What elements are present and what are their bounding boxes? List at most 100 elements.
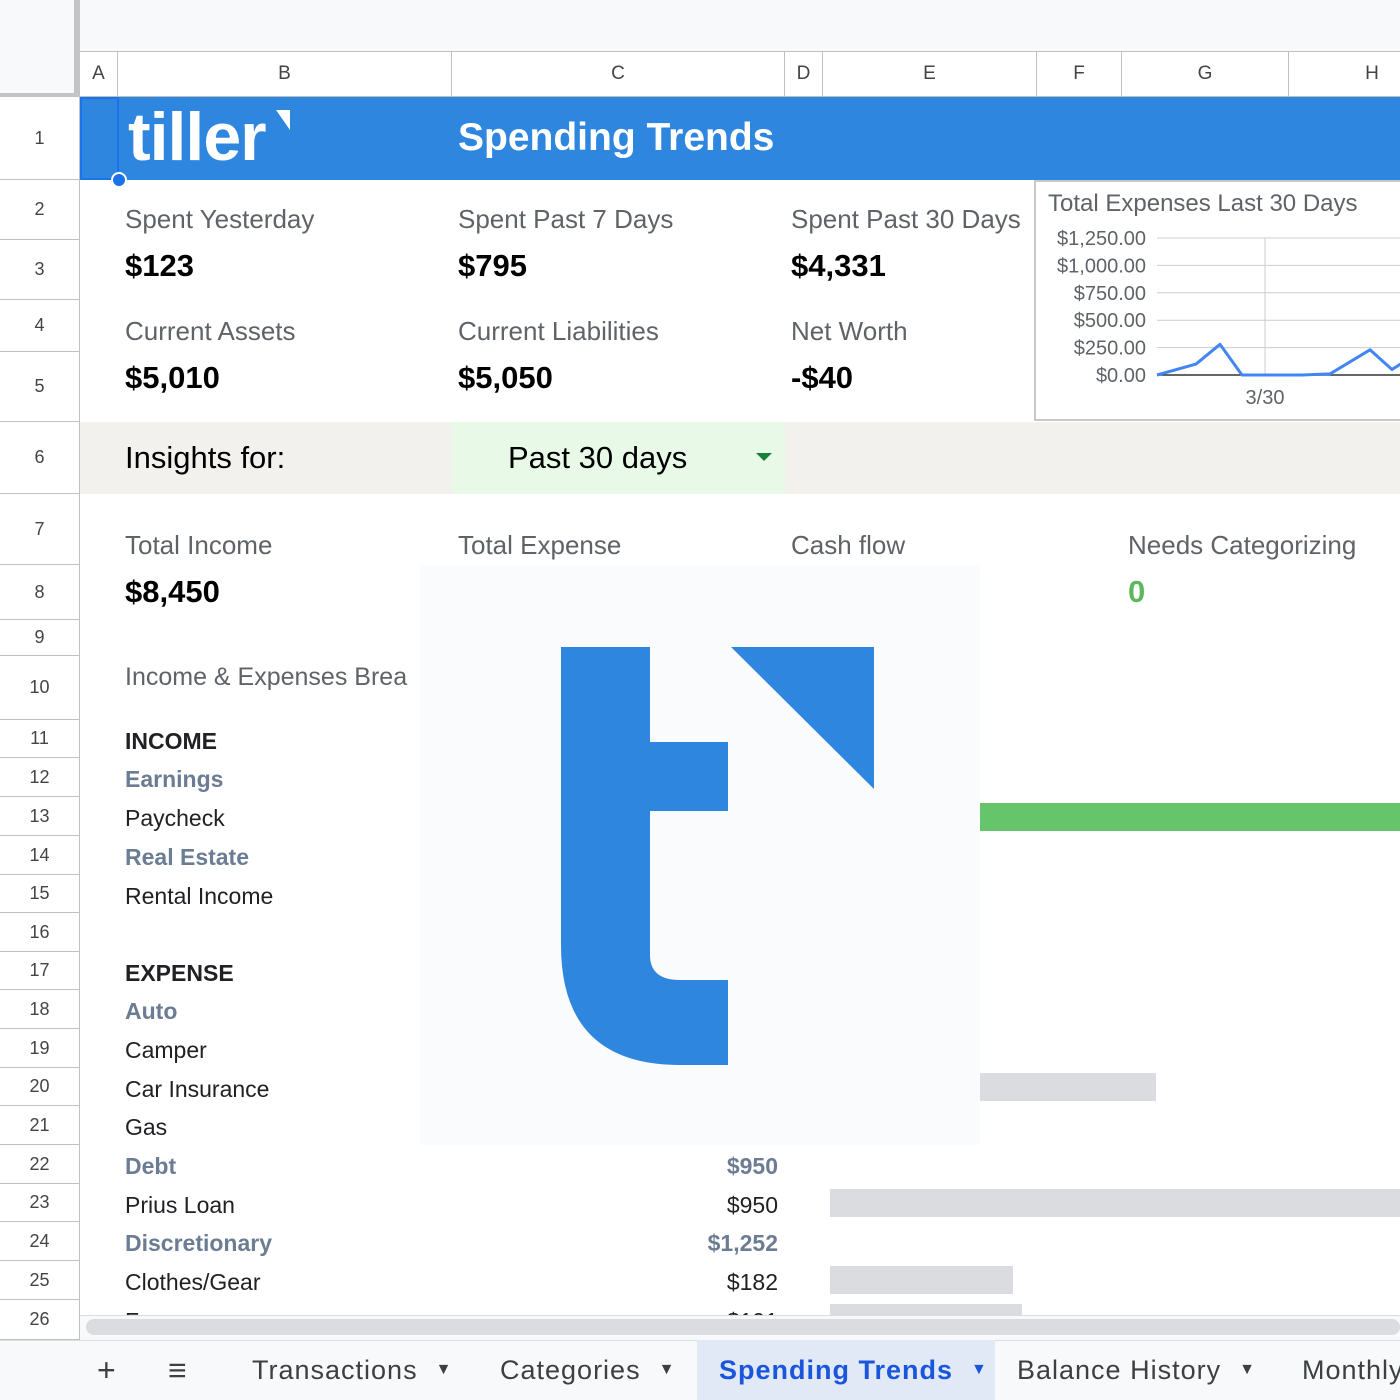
all-sheets-button[interactable]: ≡	[168, 1351, 188, 1388]
category-label: Car Insurance	[125, 1076, 270, 1102]
spent-yesterday-value: $123	[125, 248, 194, 283]
tiller-logo: tiller	[128, 99, 267, 175]
tab-menu-arrow-icon[interactable]: ▼	[971, 1361, 988, 1378]
row-header-4[interactable]: 4	[0, 300, 80, 352]
expense-bar	[830, 1304, 1022, 1315]
row-header-23[interactable]: 23	[0, 1184, 80, 1222]
needs-categorizing-value[interactable]: 0	[1128, 574, 1146, 609]
y-tick-label: $250.00	[1074, 338, 1146, 360]
row-header-5[interactable]: 5	[0, 352, 80, 422]
expense-bar	[830, 1189, 1400, 1217]
row-header-3[interactable]: 3	[0, 240, 80, 300]
row-header-13[interactable]: 13	[0, 797, 80, 836]
sheet-tab-transactions[interactable]: Transactions ▼	[230, 1340, 470, 1400]
y-tick-label: $1,000.00	[1057, 255, 1146, 277]
column-header-d[interactable]: D	[785, 52, 823, 97]
assets-label: Current Assets	[125, 316, 296, 346]
selected-cell[interactable]	[80, 97, 119, 180]
row-header-14[interactable]: 14	[0, 836, 80, 875]
expense-bar	[978, 1073, 1156, 1101]
row-header-8[interactable]: 8	[0, 565, 80, 620]
x-tick-label: 3/30	[1246, 387, 1285, 409]
spent-30-value: $4,331	[791, 248, 886, 283]
group-label: Auto	[125, 998, 178, 1024]
category-label: Paycheck	[125, 805, 225, 831]
period-dropdown[interactable]: Past 30 days	[452, 422, 785, 494]
amount: $182	[726, 1269, 778, 1295]
y-tick-label: $1,250.00	[1057, 228, 1146, 250]
row-header-20[interactable]: 20	[0, 1068, 80, 1106]
spent-yesterday-label: Spent Yesterday	[125, 204, 315, 234]
income-bar	[978, 803, 1400, 831]
y-tick-label: $0.00	[1096, 365, 1146, 387]
column-header-f[interactable]: F	[1037, 52, 1122, 97]
toolbar-area	[0, 0, 1400, 52]
group-label: Debt	[125, 1153, 177, 1179]
tab-label: Balance History	[1017, 1354, 1222, 1385]
row-header-21[interactable]: 21	[0, 1106, 80, 1145]
group-label: Real Estate	[125, 844, 250, 870]
row-header-18[interactable]: 18	[0, 990, 80, 1029]
row-header-24[interactable]: 24	[0, 1222, 80, 1261]
needs-categorizing-label: Needs Categorizing	[1128, 530, 1357, 560]
column-header-h[interactable]: H	[1289, 52, 1400, 97]
net-worth-label: Net Worth	[791, 316, 908, 346]
row-header-10[interactable]: 10	[0, 656, 80, 720]
column-header-b[interactable]: B	[118, 52, 452, 97]
net-worth-value: -$40	[791, 360, 854, 395]
period-value: Past 30 days	[508, 440, 688, 475]
row-header-26[interactable]: 26	[0, 1300, 80, 1340]
category-label: Camper	[125, 1037, 207, 1063]
column-header-c[interactable]: C	[452, 52, 785, 97]
row-header-22[interactable]: 22	[0, 1145, 80, 1184]
add-sheet-button[interactable]: +	[97, 1351, 117, 1388]
sheet-tab-balance-history[interactable]: Balance History ▼	[995, 1340, 1280, 1400]
select-all-corner[interactable]	[0, 0, 80, 97]
selection-handle[interactable]	[111, 172, 127, 188]
amount: $950	[726, 1153, 778, 1179]
sheet-tab-spending-trends[interactable]: Spending Trends ▼	[697, 1340, 995, 1400]
column-header-a[interactable]: A	[80, 52, 118, 97]
sheet-tab-monthly[interactable]: Monthly	[1280, 1340, 1400, 1400]
insights-label: Insights for:	[125, 440, 286, 475]
horizontal-scrollbar[interactable]	[86, 1319, 1400, 1335]
group-label: Earnings	[125, 766, 224, 792]
row-header-6[interactable]: 6	[0, 422, 80, 494]
y-tick-label: $750.00	[1074, 283, 1146, 305]
row-header-9[interactable]: 9	[0, 620, 80, 656]
tab-menu-arrow-icon[interactable]: ▼	[435, 1361, 453, 1378]
row-header-11[interactable]: 11	[0, 720, 80, 758]
category-label: Rental Income	[125, 883, 274, 909]
tab-label: Transactions	[252, 1354, 418, 1385]
liabilities-value: $5,050	[458, 360, 553, 395]
tiller-t-logo-icon	[561, 647, 874, 1065]
row-header-15[interactable]: 15	[0, 875, 80, 913]
tab-menu-arrow-icon[interactable]: ▼	[1239, 1361, 1256, 1378]
assets-value: $5,010	[125, 360, 220, 395]
column-header-g[interactable]: G	[1122, 52, 1289, 97]
category-label: Prius Loan	[125, 1192, 235, 1218]
tab-menu-arrow-icon[interactable]: ▼	[658, 1361, 676, 1378]
row-header-1[interactable]: 1	[0, 97, 80, 180]
dropdown-arrow-icon	[756, 453, 772, 461]
sheet-tab-categories[interactable]: Categories ▼	[478, 1340, 695, 1400]
logo-mark-icon	[276, 110, 290, 130]
row-header-12[interactable]: 12	[0, 758, 80, 797]
row-header-19[interactable]: 19	[0, 1029, 80, 1068]
row-header-2[interactable]: 2	[0, 180, 80, 240]
tab-label: Categories	[500, 1354, 641, 1385]
row-header-25[interactable]: 25	[0, 1261, 80, 1300]
row-header-17[interactable]: 17	[0, 952, 80, 990]
row-header-16[interactable]: 16	[0, 913, 80, 952]
spent-7-value: $795	[458, 248, 527, 283]
page-title: Spending Trends	[458, 116, 775, 159]
header-banner	[80, 97, 1400, 180]
group-label: Discretionary	[125, 1230, 273, 1256]
total-income-value: $8,450	[125, 574, 220, 609]
column-header-e[interactable]: E	[823, 52, 1037, 97]
chart-title: Total Expenses Last 30 Days	[1048, 190, 1358, 217]
chart-plot: $1,250.00 $1,000.00 $750.00 $500.00 $250.00 $…	[1057, 228, 1400, 409]
row-header-7[interactable]: 7	[0, 494, 80, 565]
total-expense-label: Total Expense	[458, 530, 622, 560]
expenses-chart[interactable]: Total Expenses Last 30 Days $1,250.00 $1,…	[1034, 180, 1400, 421]
